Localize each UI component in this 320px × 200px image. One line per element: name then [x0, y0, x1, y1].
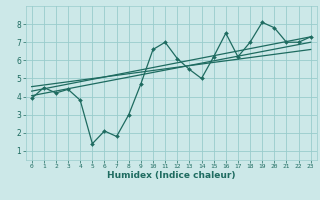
X-axis label: Humidex (Indice chaleur): Humidex (Indice chaleur) — [107, 171, 236, 180]
